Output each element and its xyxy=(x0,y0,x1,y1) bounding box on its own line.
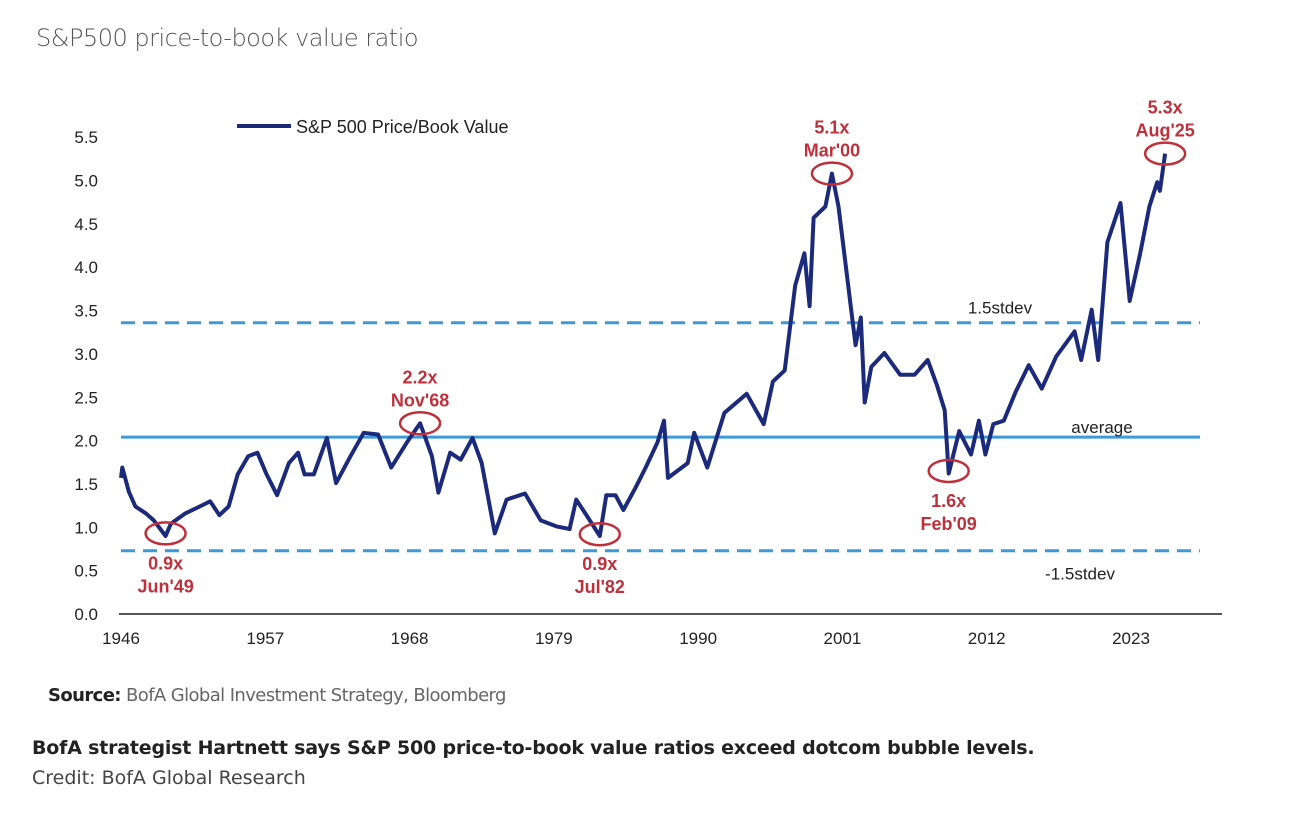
credit: Credit: BofA Global Research xyxy=(32,767,306,789)
y-tick-label: 2.0 xyxy=(74,432,98,451)
y-tick-label: 1.5 xyxy=(74,475,98,494)
caption: BofA strategist Hartnett says S&P 500 pr… xyxy=(32,737,1035,759)
y-tick-label: 4.5 xyxy=(74,215,98,234)
x-tick-label: 1968 xyxy=(391,629,429,648)
source-label: Source: xyxy=(48,685,122,706)
series xyxy=(119,153,1168,538)
annotation-value: 1.6x xyxy=(931,491,966,511)
source-note: Source: BofA Global Investment Strategy,… xyxy=(48,685,506,706)
x-axis: 1946 1957 1968 1979 1990 2001 2012 2023 xyxy=(102,613,1222,648)
annotation-date: Mar'00 xyxy=(804,141,860,161)
annotation-circle xyxy=(578,521,622,547)
annotation-circle xyxy=(927,458,970,484)
x-tick-label: 1979 xyxy=(535,629,573,648)
reference-line-label: 1.5stdev xyxy=(968,299,1033,318)
x-tick-label: 2012 xyxy=(968,629,1006,648)
annotation-circle xyxy=(810,161,854,186)
y-tick-label: 0.0 xyxy=(74,605,98,624)
annotation-circle xyxy=(398,411,442,436)
x-tick-label: 1957 xyxy=(246,629,284,648)
annotation-value: 5.3x xyxy=(1148,98,1183,118)
annotation-date: Jun'49 xyxy=(137,576,193,596)
reference-line-label: -1.5stdev xyxy=(1045,565,1115,584)
y-tick-label: 3.5 xyxy=(74,302,98,321)
x-tick-label: 2023 xyxy=(1112,629,1150,648)
legend-label: S&P 500 Price/Book Value xyxy=(296,117,508,137)
legend: S&P 500 Price/Book Value xyxy=(237,117,508,137)
annotation-date: Feb'09 xyxy=(921,514,977,534)
annotation-date: Jul'82 xyxy=(575,577,625,597)
x-tick-label: 1946 xyxy=(102,629,140,648)
y-tick-label: 5.5 xyxy=(74,128,98,147)
y-tick-label: 5.0 xyxy=(74,172,98,191)
annotation-date: Nov'68 xyxy=(391,390,449,410)
x-tick-label: 1990 xyxy=(679,629,717,648)
annotation-date: Aug'25 xyxy=(1135,121,1194,141)
y-tick-label: 4.0 xyxy=(74,258,98,277)
y-tick-label: 2.5 xyxy=(74,388,98,407)
annotations: 0.9x Jun'49 2.2x Nov'68 0.9x Jul'82 5.1x Mar'00… xyxy=(137,98,1194,598)
series-line xyxy=(119,153,1168,538)
chart-title: S&P500 price-to-book value ratio xyxy=(36,24,419,52)
chart: 0.0 0.5 1.0 1.5 2.0 2.5 3.0 3.5 4.0 4.5 5.0 5.5 194… xyxy=(74,98,1222,648)
y-tick-label: 1.0 xyxy=(74,518,98,537)
reference-line-label: average xyxy=(1071,418,1132,437)
annotation-circle xyxy=(1143,141,1187,166)
annotation-circle xyxy=(144,521,187,546)
source-text: BofA Global Investment Strategy, Bloombe… xyxy=(126,685,506,706)
annotation-value: 2.2x xyxy=(403,367,438,387)
x-tick-label: 2001 xyxy=(824,629,862,648)
y-tick-label: 0.5 xyxy=(74,562,98,581)
annotation-value: 0.9x xyxy=(148,553,183,573)
y-axis: 0.0 0.5 1.0 1.5 2.0 2.5 3.0 3.5 4.0 4.5 5.0 5.5 xyxy=(74,128,98,624)
y-tick-label: 3.0 xyxy=(74,345,98,364)
annotation-value: 0.9x xyxy=(582,554,617,574)
reference-lines: 1.5stdev average -1.5stdev xyxy=(121,299,1200,584)
annotation-value: 5.1x xyxy=(814,118,849,138)
